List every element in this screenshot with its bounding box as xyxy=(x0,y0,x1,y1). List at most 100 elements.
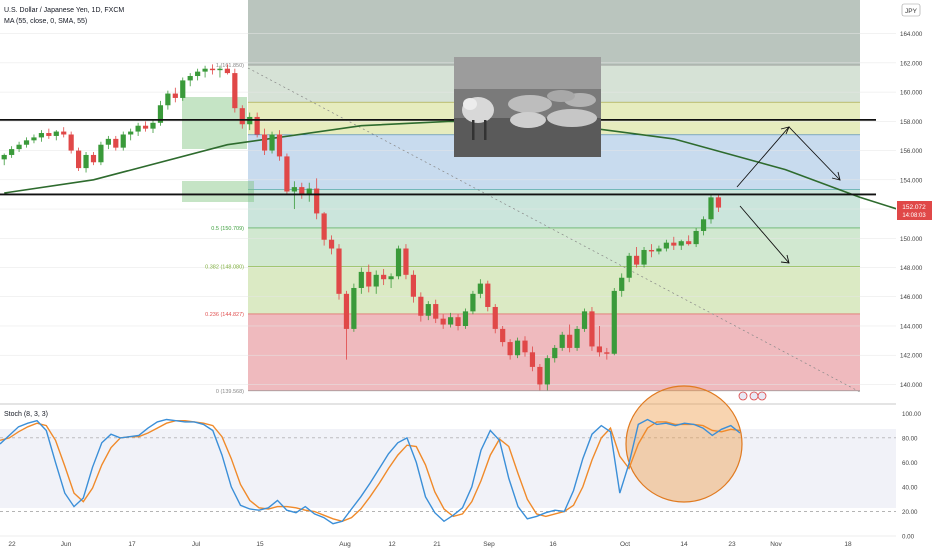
candle-body xyxy=(321,213,327,240)
candle-body xyxy=(150,122,156,129)
symbol-title[interactable]: U.S. Dollar / Japanese Yen, 1D, FXCM xyxy=(4,7,124,14)
stoch-tick: 0.00 xyxy=(902,534,915,541)
fib-label: 0 (139.568) xyxy=(216,389,244,395)
candle-body xyxy=(299,187,305,195)
currency-badge[interactable] xyxy=(901,3,921,17)
current-price-badge xyxy=(897,201,932,220)
candle-body xyxy=(9,149,15,155)
time-tick: Jul xyxy=(192,541,201,548)
candle-body xyxy=(537,366,543,385)
fib-label: 1 (161.850) xyxy=(216,63,244,69)
candle-body xyxy=(68,134,74,151)
candle-body xyxy=(217,68,223,71)
candle-body xyxy=(46,133,52,136)
candle-body xyxy=(23,140,30,145)
time-tick: Oct xyxy=(620,541,630,548)
candle-body xyxy=(470,293,476,312)
time-tick: 21 xyxy=(433,541,441,548)
candle-body xyxy=(209,68,216,71)
candle-body xyxy=(552,347,558,359)
support-zone-box[interactable] xyxy=(182,181,254,202)
candlestick-series xyxy=(1,64,722,391)
candle-body xyxy=(626,255,632,278)
price-tick: 164.000 xyxy=(900,31,923,38)
indicator-title[interactable]: MA (55, close, 0, SMA, 55) xyxy=(4,18,87,25)
candle-body xyxy=(596,346,602,353)
candle-body xyxy=(165,93,171,106)
time-tick: 23 xyxy=(728,541,736,548)
time-tick: 18 xyxy=(844,541,852,548)
candle-body xyxy=(16,144,22,150)
price-tick: 150.000 xyxy=(900,236,923,243)
candle-body xyxy=(559,334,565,348)
candle-body xyxy=(202,68,208,72)
stoch-tick: 60.00 xyxy=(902,460,918,467)
horizontal-levels xyxy=(0,118,876,196)
event-flag-icon[interactable] xyxy=(757,391,767,401)
candle-body xyxy=(574,328,580,348)
candle-body xyxy=(433,304,439,319)
price-tick: 140.000 xyxy=(900,382,923,389)
stoch-band xyxy=(0,429,896,508)
candle-body xyxy=(328,239,335,249)
price-tick: 156.000 xyxy=(900,148,923,155)
fib-zone-0.236 xyxy=(248,266,860,314)
candle-body xyxy=(500,328,506,343)
bar-countdown: 14:08:03 xyxy=(902,213,926,219)
stoch-tick: 100.00 xyxy=(902,411,921,418)
candle-body xyxy=(448,317,454,325)
fib-label: 0.236 (144.827) xyxy=(205,312,244,318)
candle-body xyxy=(671,242,677,246)
candle-body xyxy=(403,248,409,275)
time-tick: 16 xyxy=(549,541,557,548)
candle-body xyxy=(700,219,707,231)
candle-body xyxy=(284,156,290,192)
sheep-photo xyxy=(454,57,601,157)
stoch-highlight-circle[interactable] xyxy=(625,385,743,503)
price-tick: 144.000 xyxy=(900,323,923,330)
price-tick: 154.000 xyxy=(900,177,923,184)
stoch-title[interactable]: Stoch (8, 3, 3) xyxy=(4,411,48,418)
event-flag-icon[interactable] xyxy=(738,391,748,401)
time-tick: Nov xyxy=(770,541,782,548)
candle-body xyxy=(641,249,647,265)
stoch-k-line[interactable] xyxy=(0,418,741,525)
fib-zone-0.5 xyxy=(248,189,860,228)
candle-body xyxy=(336,248,342,294)
candle-body xyxy=(477,283,483,294)
time-tick: 17 xyxy=(128,541,136,548)
candle-body xyxy=(351,287,357,329)
event-flag-icon[interactable] xyxy=(749,391,759,401)
candle-body xyxy=(708,197,714,220)
candle-body xyxy=(544,358,550,385)
projection-arrows[interactable] xyxy=(736,126,841,264)
price-tick: 158.000 xyxy=(900,119,923,126)
candle-body xyxy=(135,125,141,132)
price-tick: 146.000 xyxy=(900,294,923,301)
candle-body xyxy=(276,134,283,157)
candle-body xyxy=(529,352,536,367)
fib-zone-0.382 xyxy=(248,227,860,267)
time-axis[interactable]: 22 Jun 17 Jul 15 Aug 12 21 Sep 16 Oct 14 23 Nov 18 xyxy=(0,535,896,548)
fib-label: 0.382 (148.080) xyxy=(205,264,244,270)
candle-body xyxy=(522,340,528,353)
price-axis[interactable] xyxy=(896,0,932,550)
time-tick: Sep xyxy=(483,541,495,548)
candle-body xyxy=(113,138,119,148)
candle-body xyxy=(492,306,498,329)
price-grid xyxy=(0,33,896,385)
candle-body xyxy=(90,154,97,163)
candle-body xyxy=(269,134,275,151)
candle-body xyxy=(262,134,268,151)
candle-body xyxy=(686,241,692,245)
candle-body xyxy=(83,154,89,169)
dotted-trendline[interactable] xyxy=(247,67,861,393)
time-tick: 15 xyxy=(256,541,264,548)
candle-body xyxy=(485,283,491,307)
candle-body xyxy=(120,134,126,148)
candle-body xyxy=(180,80,186,98)
candle-body xyxy=(507,342,513,356)
candle-body xyxy=(76,150,82,169)
candle-body xyxy=(418,296,424,316)
